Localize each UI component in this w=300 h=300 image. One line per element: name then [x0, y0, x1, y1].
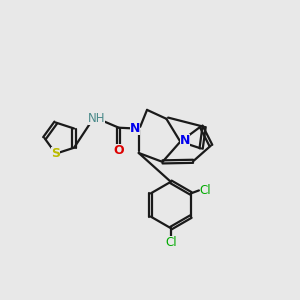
Text: Cl: Cl	[200, 184, 211, 197]
Text: NH: NH	[88, 112, 105, 125]
Text: N: N	[130, 122, 140, 135]
Text: Cl: Cl	[165, 236, 177, 249]
Text: S: S	[51, 147, 60, 160]
Text: N: N	[180, 134, 190, 147]
Text: O: O	[113, 144, 124, 158]
